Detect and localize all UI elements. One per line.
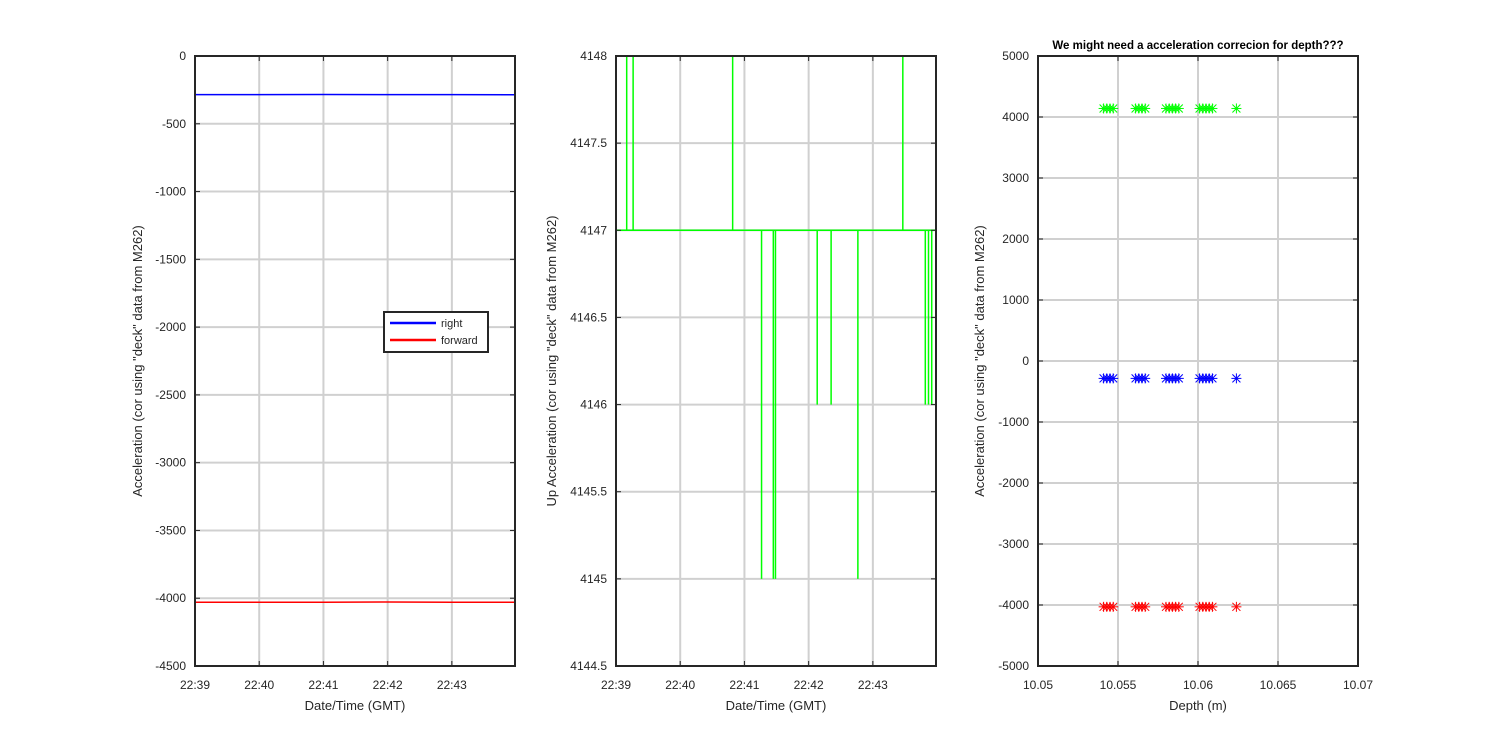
x-tick-label: 22:43: [858, 678, 888, 692]
marker-stroke: [1174, 602, 1184, 612]
scatter-point-blue: [1231, 373, 1242, 384]
panel-right-ticks: 10.05 10.055 10.06 10.065 10.07 5000 4000 3000 2…: [998, 49, 1373, 692]
scatter-point-green: [1140, 103, 1151, 114]
x-tick-label: 22:43: [437, 678, 467, 692]
marker-stroke: [1174, 374, 1184, 383]
scatter-point-blue: [1207, 373, 1218, 384]
panel-right-ylabel: Acceleration (cor using "deck" data from…: [972, 225, 987, 497]
x-tick-label: 10.05: [1023, 678, 1053, 692]
scatter-point-red: [1108, 601, 1119, 612]
panel-right-data: [1098, 103, 1242, 612]
y-tick-label: 4000: [1002, 110, 1029, 124]
marker-stroke: [1140, 602, 1150, 612]
marker-stroke: [1232, 374, 1241, 383]
panel-middle-ylabel: Up Acceleration (cor using "deck" data f…: [544, 215, 559, 506]
marker-stroke: [1108, 104, 1118, 113]
panel-middle-axes-box: [615, 55, 937, 667]
scatter-point-red: [1173, 601, 1184, 612]
legend-box: [383, 311, 489, 353]
panel-right-xlabel: Depth (m): [1169, 698, 1227, 713]
scatter-point-green: [1108, 103, 1119, 114]
legend: right forward: [383, 311, 489, 353]
panel-middle-data: [616, 56, 936, 579]
panel-right: 10.05 10.055 10.06 10.065 10.07 5000 4000 3000 2…: [972, 40, 1373, 713]
scatter-point-blue: [1173, 373, 1184, 384]
y-tick-label: 4147: [580, 223, 607, 237]
panel-left-ticks: 22:39 22:40 22:41 22:42 22:43 0 -500 -1000 -1500…: [155, 49, 515, 692]
panel-left-axes-box: [194, 55, 516, 667]
y-tick-label: 4148: [580, 49, 607, 63]
marker-stroke: [1140, 374, 1150, 383]
x-tick-label: 22:42: [794, 678, 824, 692]
x-tick-label: 10.07: [1343, 678, 1373, 692]
y-tick-label: 4144.5: [570, 659, 607, 673]
y-tick-label: -1500: [155, 252, 186, 266]
marker-stroke: [1140, 104, 1150, 113]
y-tick-label: -2500: [155, 388, 186, 402]
panel-left-grid: [195, 56, 515, 666]
y-tick-label: -1000: [155, 185, 186, 199]
y-tick-label: 0: [179, 49, 186, 63]
scatter-point-blue: [1140, 373, 1151, 384]
y-tick-label: -2000: [998, 476, 1029, 490]
marker-stroke: [1108, 374, 1118, 383]
y-tick-label: 4145: [580, 572, 607, 586]
legend-label-right: right: [441, 318, 462, 330]
x-tick-label: 22:40: [244, 678, 274, 692]
legend-label-forward: forward: [441, 335, 478, 347]
panel-middle: 22:39 22:40 22:41 22:42 22:43 4148 4147.5 4147 4…: [544, 49, 937, 713]
x-tick-label: 10.06: [1183, 678, 1213, 692]
y-tick-label: 5000: [1002, 49, 1029, 63]
scatter-point-red: [1207, 601, 1218, 612]
panel-left-ylabel: Acceleration (cor using "deck" data from…: [130, 225, 145, 497]
x-tick-label: 22:42: [373, 678, 403, 692]
y-tick-label: 4145.5: [570, 485, 607, 499]
scatter-point-red: [1231, 601, 1242, 612]
x-tick-label: 22:39: [180, 678, 210, 692]
y-tick-label: -3000: [155, 456, 186, 470]
panel-left: 22:39 22:40 22:41 22:42 22:43 0 -500 -1000 -1500…: [130, 49, 516, 713]
marker-stroke: [1232, 602, 1241, 612]
marker-stroke: [1208, 374, 1217, 383]
marker-stroke: [1208, 104, 1217, 113]
x-tick-label: 22:41: [729, 678, 759, 692]
y-tick-label: -4000: [998, 598, 1029, 612]
y-tick-label: 2000: [1002, 232, 1029, 246]
x-tick-label: 10.065: [1260, 678, 1297, 692]
x-tick-label: 22:39: [601, 678, 631, 692]
panel-left-data: [194, 93, 516, 604]
y-tick-label: 4147.5: [570, 136, 607, 150]
scatter-point-green: [1231, 103, 1242, 114]
y-tick-label: -5000: [998, 659, 1029, 673]
y-tick-label: 0: [1022, 354, 1029, 368]
y-tick-label: -4000: [155, 591, 186, 605]
scatter-point-green: [1207, 103, 1218, 114]
x-tick-label: 22:40: [665, 678, 695, 692]
y-tick-label: -3000: [998, 537, 1029, 551]
panel-right-title: We might need a acceleration correcion f…: [1052, 40, 1343, 52]
y-tick-label: -2000: [155, 320, 186, 334]
scatter-point-green: [1173, 103, 1184, 114]
y-tick-label: 4146: [580, 398, 607, 412]
scatter-point-blue: [1108, 373, 1119, 384]
marker-stroke: [1232, 104, 1241, 113]
y-tick-label: -4500: [155, 659, 186, 673]
x-tick-label: 10.055: [1100, 678, 1137, 692]
x-tick-label: 22:41: [308, 678, 338, 692]
panel-middle-xlabel: Date/Time (GMT): [726, 698, 827, 713]
y-tick-label: -500: [162, 117, 186, 131]
marker-stroke: [1208, 602, 1217, 612]
marker-stroke: [1174, 104, 1184, 113]
panel-middle-ticks: 22:39 22:40 22:41 22:42 22:43 4148 4147.5 4147 4…: [570, 49, 936, 692]
y-tick-label: 1000: [1002, 293, 1029, 307]
y-tick-label: 3000: [1002, 171, 1029, 185]
scatter-point-red: [1140, 601, 1151, 612]
y-tick-label: 4146.5: [570, 310, 607, 324]
y-tick-label: -3500: [155, 523, 186, 537]
marker-stroke: [1108, 602, 1118, 612]
panel-left-xlabel: Date/Time (GMT): [305, 698, 406, 713]
y-tick-label: -1000: [998, 415, 1029, 429]
